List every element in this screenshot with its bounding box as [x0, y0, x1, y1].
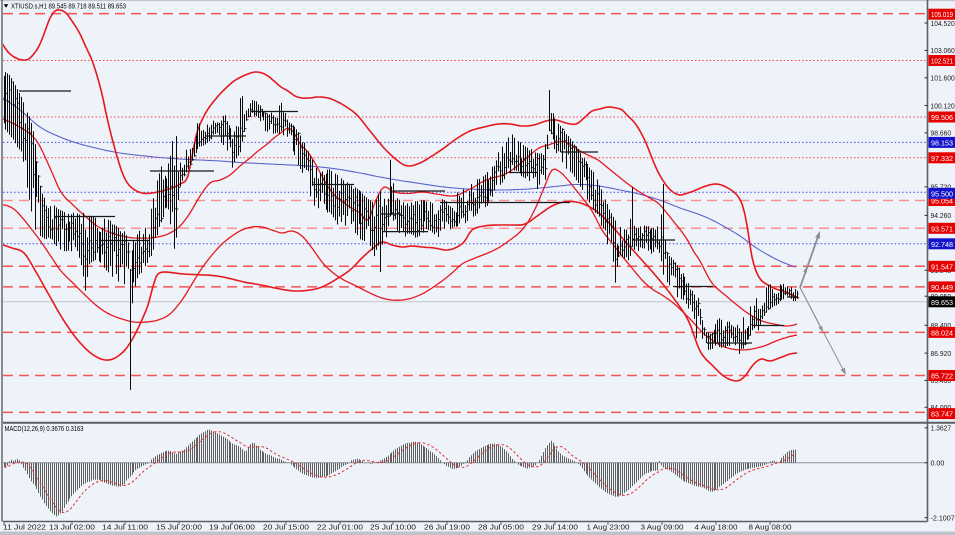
svg-text:-2.1007: -2.1007: [931, 514, 955, 523]
svg-text:89.653: 89.653: [931, 298, 953, 307]
svg-text:95.720: 95.720: [931, 183, 952, 192]
svg-text:20 Jul 15:00: 20 Jul 15:00: [263, 522, 309, 531]
svg-text:19 Jul 06:00: 19 Jul 06:00: [209, 522, 255, 531]
svg-text:1 Aug 23:00: 1 Aug 23:00: [587, 522, 630, 531]
svg-text:90.449: 90.449: [931, 283, 953, 292]
svg-text:101.600: 101.600: [931, 74, 955, 83]
svg-text:84.000: 84.000: [931, 403, 952, 412]
svg-text:8 Aug 08:00: 8 Aug 08:00: [749, 522, 792, 531]
svg-text:28 Jul 05:00: 28 Jul 05:00: [478, 522, 524, 531]
svg-text:100.120: 100.120: [931, 101, 955, 110]
svg-text:26 Jul 19:00: 26 Jul 19:00: [424, 522, 470, 531]
svg-text:XTIUSD.s,H1 89.545 89.718 89.: XTIUSD.s,H1 89.545 89.718 89.511 89.653: [11, 3, 126, 10]
svg-text:86.920: 86.920: [931, 349, 952, 358]
svg-text:13 Jul 02:00: 13 Jul 02:00: [49, 522, 95, 531]
svg-text:25 Jul 10:00: 25 Jul 10:00: [370, 522, 416, 531]
svg-text:95.500: 95.500: [931, 189, 953, 198]
svg-text:88.024: 88.024: [931, 328, 953, 337]
svg-text:104.520: 104.520: [931, 19, 955, 28]
svg-text:91.547: 91.547: [931, 262, 953, 271]
svg-text:29 Jul 14:00: 29 Jul 14:00: [532, 522, 578, 531]
svg-text:97.332: 97.332: [931, 154, 953, 163]
svg-text:1.3627: 1.3627: [931, 424, 952, 433]
svg-text:4 Aug 18:00: 4 Aug 18:00: [695, 522, 738, 531]
svg-text:MACD(12,26,9) 0.3676 0.3163: MACD(12,26,9) 0.3676 0.3163: [5, 426, 84, 433]
svg-text:22 Jul 01:00: 22 Jul 01:00: [317, 522, 363, 531]
svg-text:83.747: 83.747: [931, 410, 953, 419]
svg-text:0.00: 0.00: [931, 459, 945, 468]
svg-text:105.019: 105.019: [931, 10, 953, 19]
svg-text:93.571: 93.571: [931, 224, 953, 233]
svg-text:98.660: 98.660: [931, 129, 952, 138]
svg-text:15 Jul 20:00: 15 Jul 20:00: [156, 522, 202, 531]
svg-text:85.722: 85.722: [931, 372, 953, 381]
svg-text:92.748: 92.748: [931, 240, 953, 249]
svg-text:103.060: 103.060: [931, 46, 955, 55]
svg-text:88.400: 88.400: [931, 321, 952, 330]
svg-text:3 Aug 09:00: 3 Aug 09:00: [641, 522, 684, 531]
svg-text:14 Jul 11:00: 14 Jul 11:00: [102, 522, 148, 531]
svg-text:94.260: 94.260: [931, 211, 952, 220]
svg-text:95.054: 95.054: [931, 197, 953, 206]
svg-text:98.153: 98.153: [931, 138, 953, 147]
svg-text:11 Jul 2022: 11 Jul 2022: [3, 522, 46, 531]
svg-text:99.506: 99.506: [931, 113, 953, 122]
svg-text:102.521: 102.521: [931, 57, 953, 66]
